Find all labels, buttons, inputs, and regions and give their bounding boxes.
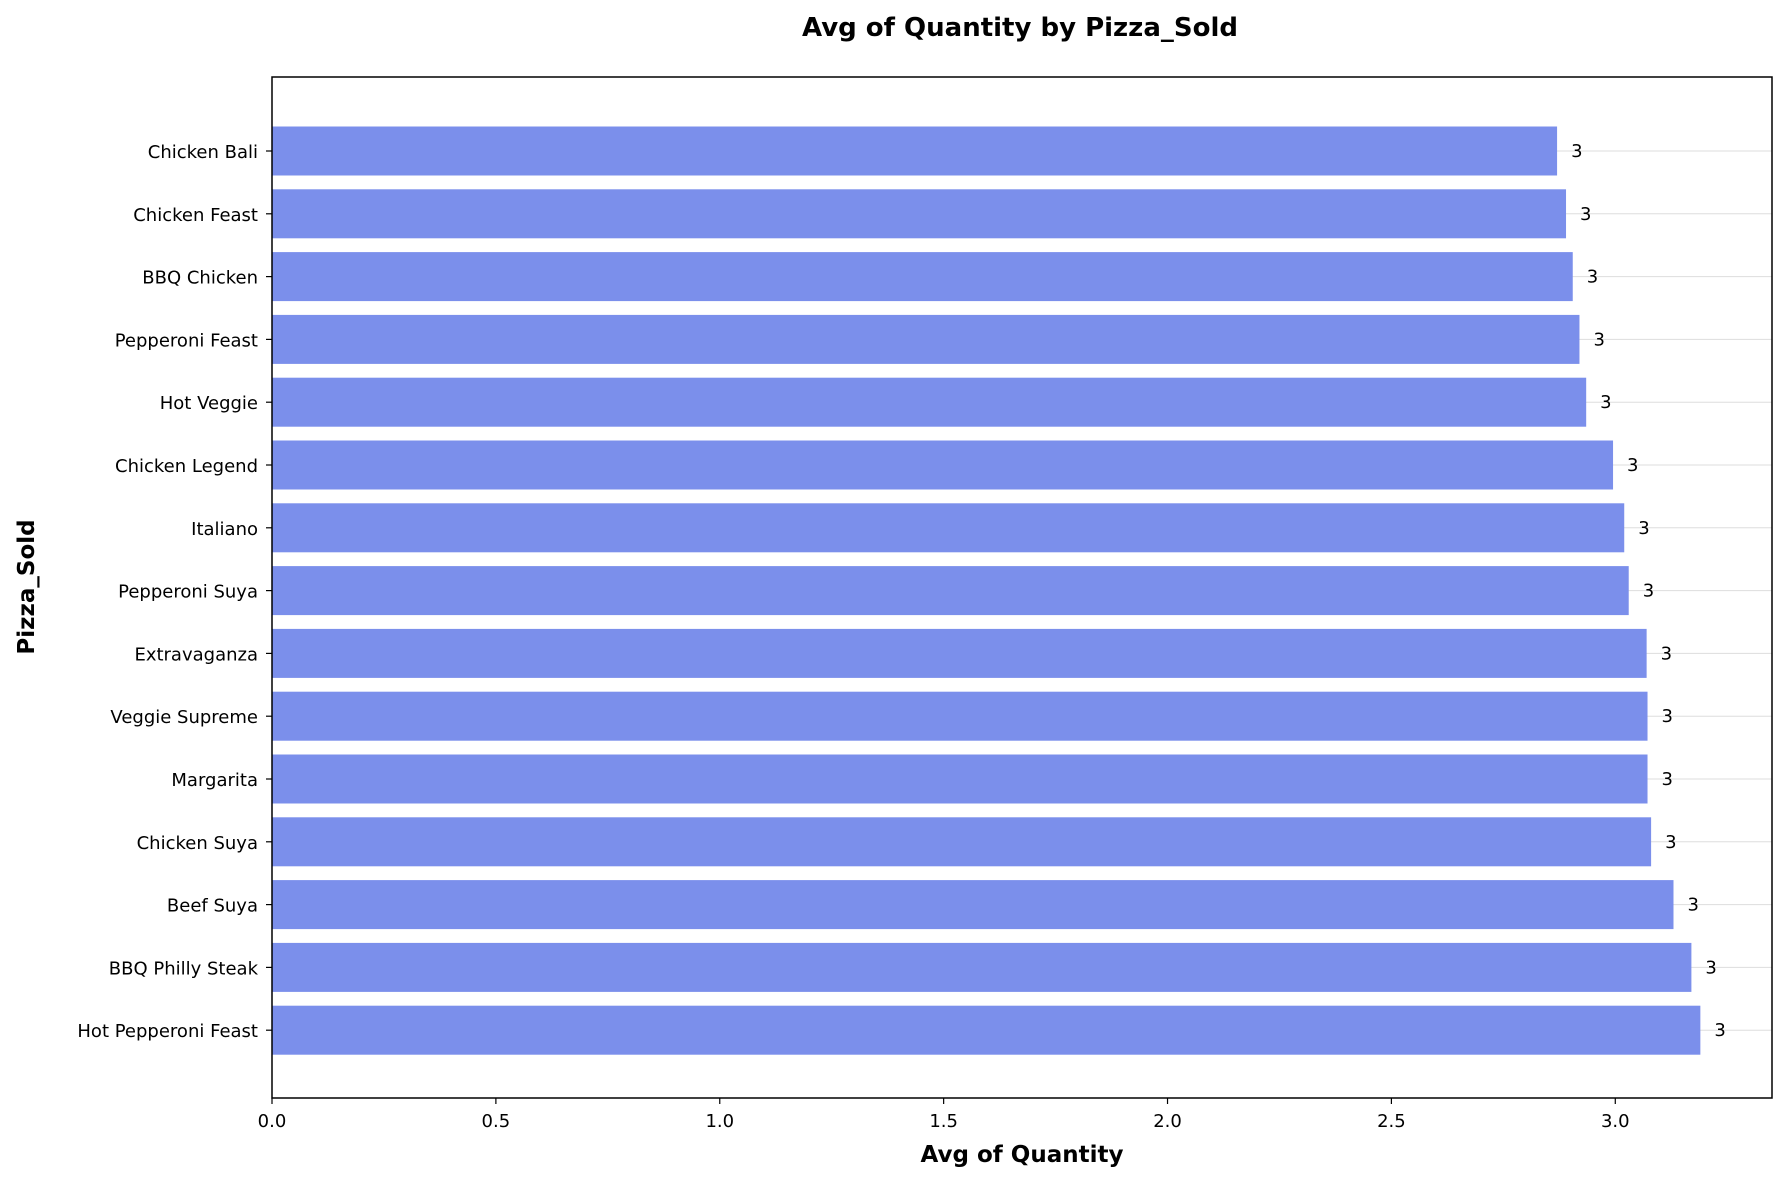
x-tick-label: 2.5 <box>1377 1111 1406 1132</box>
data-label: 3 <box>1665 832 1676 853</box>
data-label: 3 <box>1593 329 1604 350</box>
bar <box>272 880 1674 930</box>
y-tick-label: Chicken Legend <box>115 456 258 477</box>
bar <box>272 691 1648 741</box>
x-tick-label: 1.5 <box>929 1111 958 1132</box>
y-tick-label: Margarita <box>171 770 258 791</box>
data-label: 3 <box>1661 643 1672 664</box>
data-label: 3 <box>1587 267 1598 288</box>
y-tick-label: Extravaganza <box>134 644 258 665</box>
y-tick-label: Italiano <box>191 519 258 540</box>
y-axis-label: Pizza_Sold <box>14 519 40 654</box>
y-tick-label: Veggie Supreme <box>110 707 258 728</box>
bar <box>272 628 1647 678</box>
bar <box>272 189 1567 239</box>
x-tick-label: 0.0 <box>258 1111 287 1132</box>
x-tick-label: 2.0 <box>1153 1111 1182 1132</box>
x-tick-label: 3.0 <box>1601 1111 1630 1132</box>
y-tick-label: Chicken Feast <box>133 205 258 226</box>
bar <box>272 1005 1701 1055</box>
y-tick-label: Chicken Suya <box>137 833 258 854</box>
data-labels: 3 3 3 3 3 3 3 3 3 3 3 3 3 3 3 <box>1571 141 1726 1041</box>
y-axis-ticks: Chicken Bali Chicken Feast BBQ Chicken Pepp… <box>77 142 272 1042</box>
data-label: 3 <box>1627 455 1638 476</box>
data-label: 3 <box>1580 204 1591 225</box>
bar <box>272 817 1652 867</box>
x-axis-ticks: 0.0 0.5 1.0 1.5 2.0 2.5 3.0 <box>258 1098 1630 1132</box>
y-tick-label: Hot Veggie <box>160 393 258 414</box>
bar <box>272 440 1614 490</box>
data-label: 3 <box>1705 957 1716 978</box>
data-label: 3 <box>1638 518 1649 539</box>
y-tick-label: Pepperoni Feast <box>115 330 258 351</box>
bar <box>272 754 1648 804</box>
bars <box>272 126 1701 1055</box>
data-label: 3 <box>1687 895 1698 916</box>
bar <box>272 566 1629 616</box>
data-label: 3 <box>1662 769 1673 790</box>
x-tick-label: 1.0 <box>705 1111 734 1132</box>
y-tick-label: BBQ Philly Steak <box>109 958 259 979</box>
data-label: 3 <box>1571 141 1582 162</box>
bar <box>272 942 1692 992</box>
bar <box>272 252 1573 302</box>
data-label: 3 <box>1643 581 1654 602</box>
y-tick-label: Beef Suya <box>167 896 258 917</box>
bar <box>272 503 1625 553</box>
y-tick-label: BBQ Chicken <box>142 268 258 289</box>
data-label: 3 <box>1600 392 1611 413</box>
y-tick-label: Pepperoni Suya <box>118 582 258 603</box>
bar <box>272 126 1558 176</box>
plot-frame <box>271 76 1773 1099</box>
data-label: 3 <box>1714 1020 1725 1041</box>
chart-title: Avg of Quantity by Pizza_Sold <box>802 13 1238 43</box>
y-tick-label: Hot Pepperoni Feast <box>77 1021 258 1042</box>
bar <box>272 314 1580 364</box>
x-tick-label: 0.5 <box>482 1111 511 1132</box>
bar <box>272 377 1587 427</box>
x-axis-label: Avg of Quantity <box>921 1142 1124 1168</box>
data-label: 3 <box>1662 706 1673 727</box>
y-tick-label: Chicken Bali <box>148 142 258 163</box>
